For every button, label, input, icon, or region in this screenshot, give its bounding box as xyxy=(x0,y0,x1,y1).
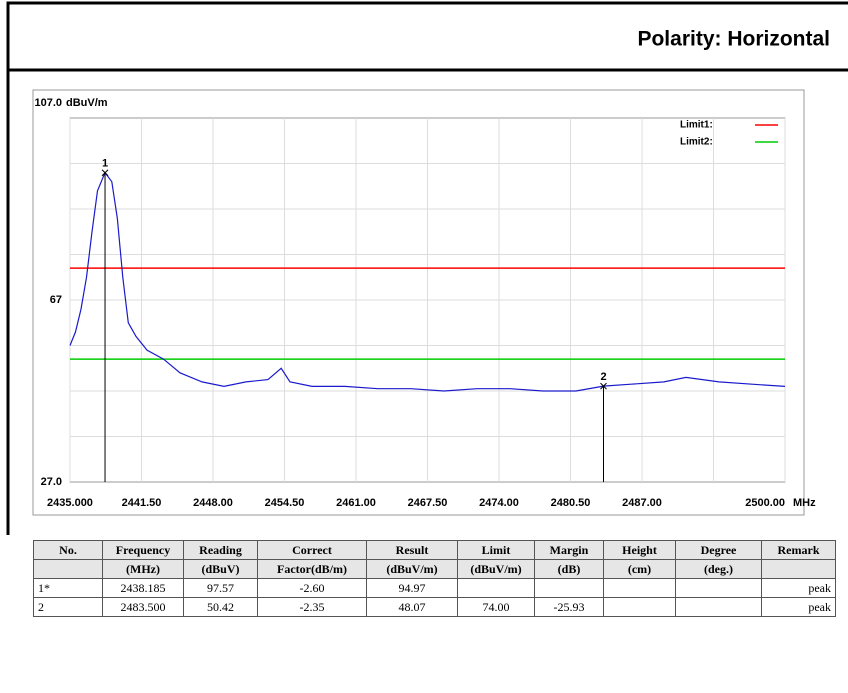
table-cell: 48.07 xyxy=(366,597,458,617)
table-row: 1* 2438.185 97.57 -2.60 94.97 peak xyxy=(33,578,836,598)
table-cell xyxy=(761,559,836,579)
table-cell: Margin xyxy=(534,540,604,560)
chart-frame xyxy=(32,89,805,516)
table-cell: 94.97 xyxy=(366,578,458,598)
table-cell: Limit xyxy=(457,540,535,560)
table-cell: peak xyxy=(761,597,836,617)
table-cell: 74.00 xyxy=(457,597,535,617)
table-cell: Factor(dB/m) xyxy=(257,559,367,579)
table-cell: 2483.500 xyxy=(102,597,184,617)
chart: Polarity: Horizontal 107.0 67 27.0 dBuV/m 24… xyxy=(6,1,848,535)
marker-symbol xyxy=(101,169,109,177)
x-tick-label: 2435.000 xyxy=(47,497,93,509)
table-cell: Reading xyxy=(183,540,258,560)
x-tick-label: 2487.00 xyxy=(622,497,662,509)
marker-label: 2 xyxy=(600,371,606,383)
table-cell: Frequency xyxy=(102,540,184,560)
table-cell: (dBuV) xyxy=(183,559,258,579)
table-row: (MHz) (dBuV) Factor(dB/m) (dBuV/m) (dBuV/m)(… xyxy=(33,559,836,579)
table-cell: Remark xyxy=(761,540,836,560)
table-cell xyxy=(675,597,762,617)
table-cell: (dBuV/m) xyxy=(457,559,535,579)
table-cell: -2.35 xyxy=(257,597,367,617)
table-cell: peak xyxy=(761,578,836,598)
table-cell: -25.93 xyxy=(534,597,604,617)
table-cell: (cm) xyxy=(603,559,676,579)
x-unit: MHz xyxy=(793,497,816,509)
table-cell: Height xyxy=(603,540,676,560)
marker-label: 1 xyxy=(102,158,108,170)
x-tick-label: 2474.00 xyxy=(479,497,519,509)
table-cell: 1* xyxy=(33,578,103,598)
y-tick-label: 67 xyxy=(50,294,62,306)
table-cell xyxy=(603,597,676,617)
data-table: No. Frequency Reading Correct Result Limit Mar… xyxy=(33,540,836,617)
table-cell: Result xyxy=(366,540,458,560)
table-cell: (dBuV/m) xyxy=(366,559,458,579)
x-tick-label: 2461.00 xyxy=(336,497,376,509)
x-tick-label: 2448.00 xyxy=(193,497,233,509)
table-cell: 2 xyxy=(33,597,103,617)
marker-symbol xyxy=(600,382,607,390)
table-cell: Correct xyxy=(257,540,367,560)
table-row: No. Frequency Reading Correct Result Limit Mar… xyxy=(33,540,836,560)
table-cell: Degree xyxy=(675,540,762,560)
table-cell: (MHz) xyxy=(102,559,184,579)
table-cell: 97.57 xyxy=(183,578,258,598)
y-tick-label: 107.0 xyxy=(34,97,62,109)
table-cell xyxy=(675,578,762,598)
header-title: Polarity: Horizontal xyxy=(637,28,830,51)
y-unit: dBuV/m xyxy=(66,97,108,109)
table-cell: 2438.185 xyxy=(102,578,184,598)
table-cell xyxy=(457,578,535,598)
x-tick-label: 2480.50 xyxy=(551,497,591,509)
table-cell: No. xyxy=(33,540,103,560)
table-cell xyxy=(603,578,676,598)
table-cell: (dB) xyxy=(534,559,604,579)
page-frame xyxy=(6,1,848,535)
table-cell: (deg.) xyxy=(675,559,762,579)
legend-label: Limit1: xyxy=(680,120,713,131)
x-tick-label: 2467.50 xyxy=(408,497,448,509)
table-cell: -2.60 xyxy=(257,578,367,598)
x-tick-label: 2441.50 xyxy=(122,497,162,509)
y-tick-label: 27.0 xyxy=(41,476,62,488)
table-cell xyxy=(534,578,604,598)
x-tick-label: 2500.00 xyxy=(745,497,785,509)
table-cell xyxy=(33,559,103,579)
table-cell: 50.42 xyxy=(183,597,258,617)
x-tick-label: 2454.50 xyxy=(265,497,305,509)
legend-label: Limit2: xyxy=(680,137,713,148)
table-row: 2 2483.500 50.42 -2.35 48.07 74.00 -25.93 peak xyxy=(33,597,836,617)
